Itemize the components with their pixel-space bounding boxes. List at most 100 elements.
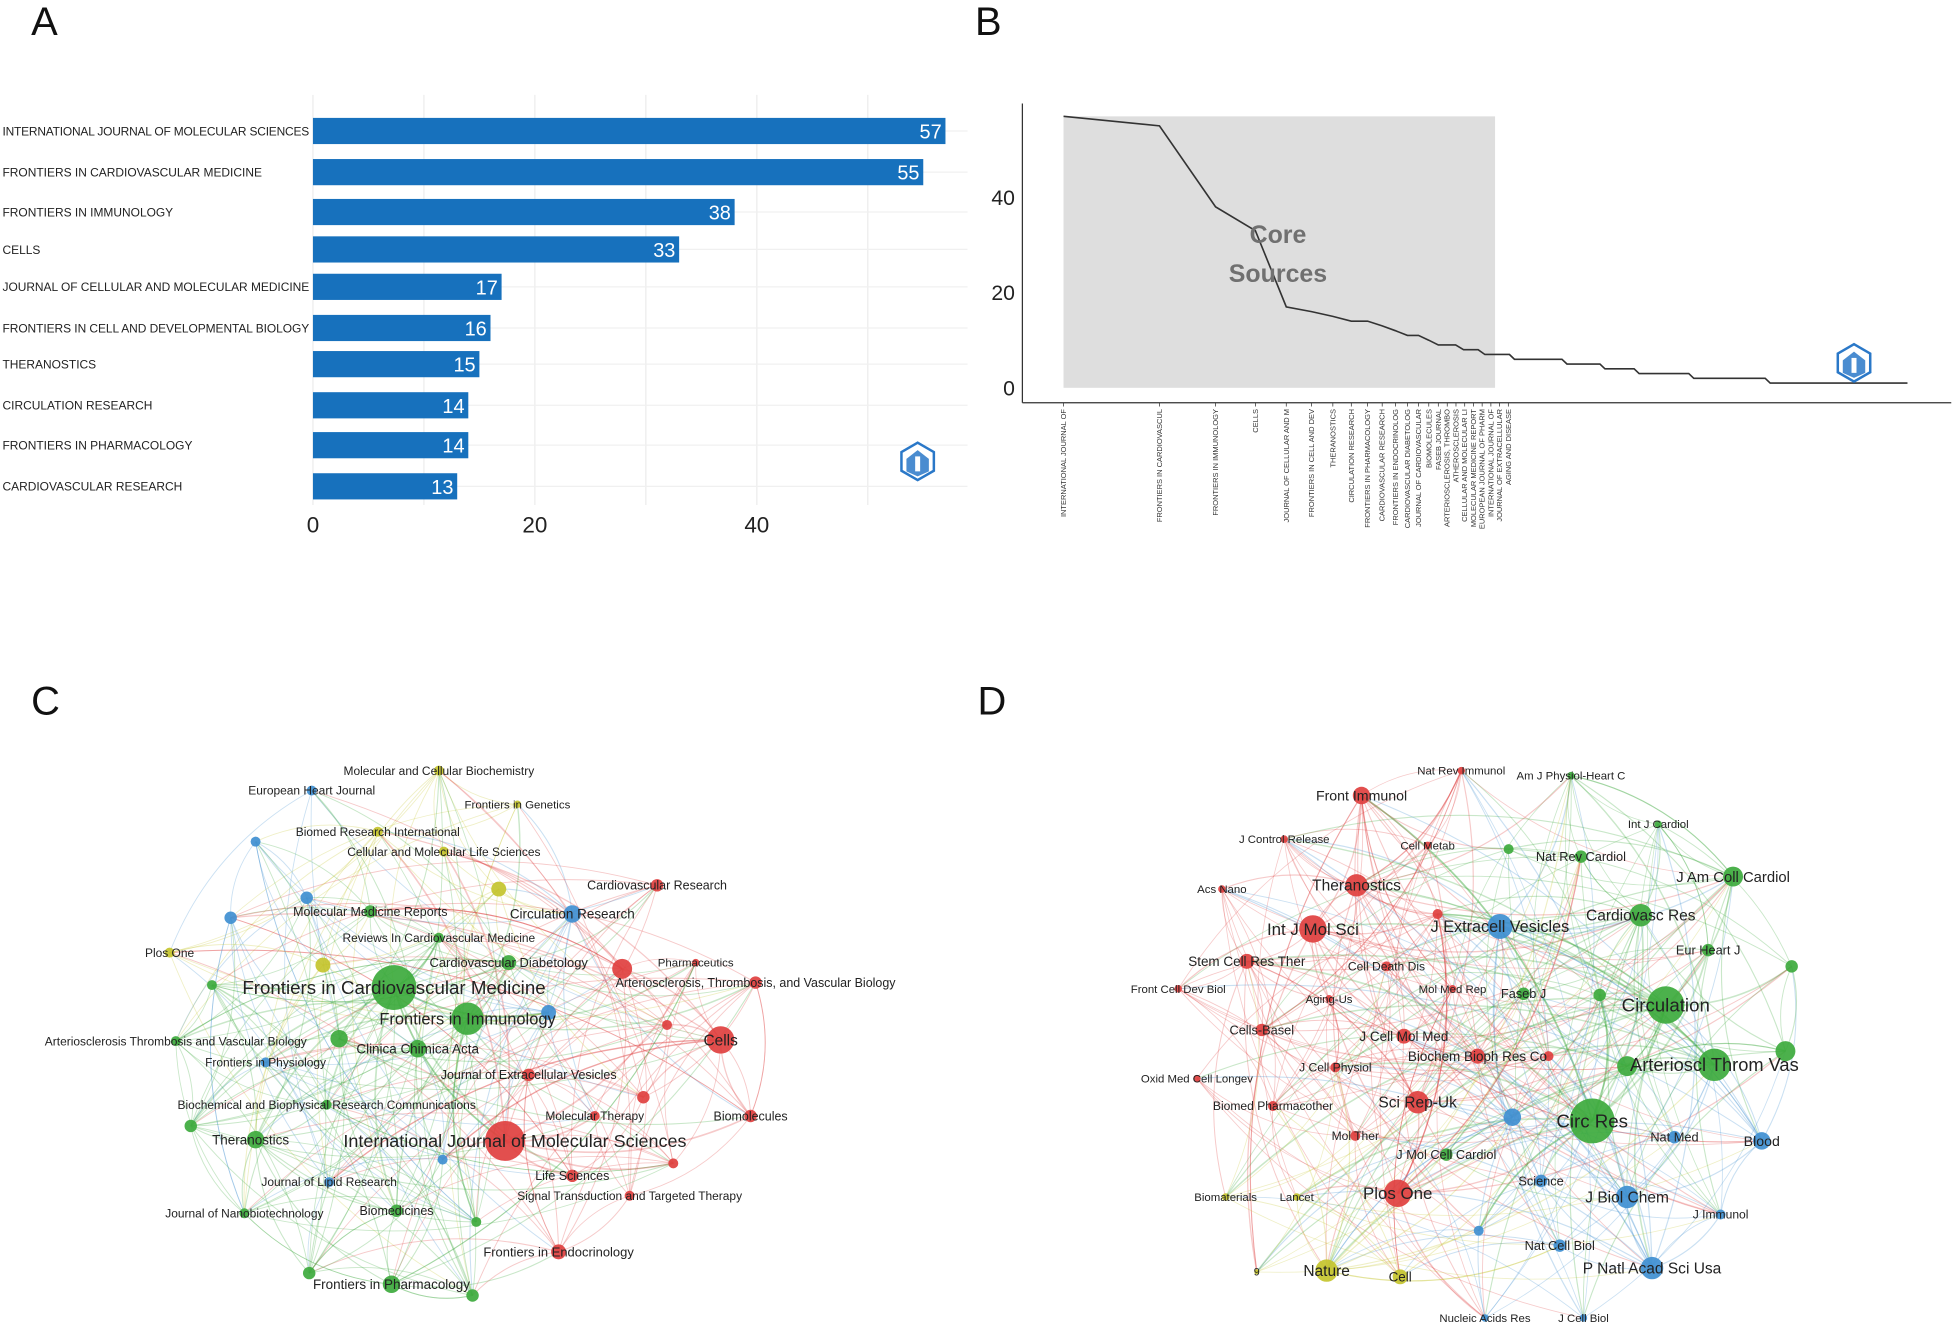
network-edge <box>643 982 756 1098</box>
network-edge <box>1446 1123 1675 1156</box>
network-edge <box>1326 1245 1561 1282</box>
network-node <box>1299 915 1327 943</box>
network-edge <box>322 770 440 966</box>
network-node <box>513 800 522 809</box>
network-edge <box>169 770 440 954</box>
network-edge <box>311 790 721 1041</box>
node-label: Nature <box>1303 1263 1350 1280</box>
network-edge <box>1437 913 1715 1066</box>
network-edge <box>1326 1101 1419 1271</box>
network-edge <box>175 1001 468 1042</box>
network-node <box>1440 1148 1453 1161</box>
network-node <box>1723 866 1744 887</box>
network-edge <box>1386 966 1675 1138</box>
network-edge <box>1437 913 1593 1122</box>
network-edge <box>190 1125 473 1296</box>
network-edge <box>1225 1004 1666 1198</box>
network-edge <box>1328 998 1340 1068</box>
network-edge <box>255 841 324 966</box>
node-label: Nucleic Acids Res <box>1439 1313 1530 1325</box>
network-edge <box>628 962 697 1196</box>
network-edge <box>311 790 510 963</box>
network-node <box>1668 1130 1681 1144</box>
network-edge <box>413 1048 473 1296</box>
network-edge <box>1540 1180 1653 1269</box>
network-edge <box>255 897 311 1140</box>
value-label: 14 <box>442 396 464 418</box>
network-edge <box>1261 845 1429 1031</box>
network-node <box>662 1019 673 1030</box>
node-label: Biomed Pharmacother <box>1213 1099 1333 1113</box>
network-edge <box>1393 988 1453 1277</box>
network-edge <box>309 1238 559 1274</box>
category-label: FRONTIERS IN IMMUNOLOGY <box>2 205 173 219</box>
network-edge <box>1499 876 1734 931</box>
node-label: Reviews In Cardiovascular Medicine <box>343 931 536 945</box>
network-edge <box>443 851 549 1013</box>
network-edge <box>1397 1120 1593 1194</box>
network-edge <box>1354 1135 1401 1278</box>
node-label: Aging-Us <box>1306 994 1353 1006</box>
node-label: Biochemical and Biophysical Research Com… <box>178 1098 476 1112</box>
network-edge <box>438 937 631 1196</box>
network-edge <box>175 1040 194 1127</box>
network-node <box>239 1208 250 1219</box>
network-node <box>1352 786 1371 805</box>
network-edge <box>390 770 440 988</box>
network-edge <box>1361 794 1594 1122</box>
network-edge <box>255 841 308 898</box>
network-edge <box>391 1159 444 1285</box>
network-edge <box>1361 795 1438 915</box>
network-edge <box>1637 824 1675 1138</box>
labels: Molecular and Cellular Biochemistry Europ… <box>45 764 896 1292</box>
source-label: CARDIOVASCULAR RESEARCH <box>1378 409 1387 521</box>
node-label: International Journal of Molecular Scien… <box>343 1131 686 1151</box>
network-edge <box>1499 926 1593 1122</box>
network-edge <box>1548 1055 1653 1269</box>
network-edge <box>377 803 518 835</box>
network-edge <box>328 982 756 1183</box>
source-label: FRONTIERS IN CARDIOVASCUL <box>1155 409 1164 522</box>
network-edge <box>306 897 418 1050</box>
network-edge <box>1196 1078 1356 1137</box>
node-label: J Mol Cell Cardiol <box>1396 1147 1496 1162</box>
node-label: Clinica Chimica Acta <box>356 1041 479 1056</box>
network-edge <box>1221 888 1709 970</box>
network-edge <box>1514 993 1561 1246</box>
bar <box>312 473 458 500</box>
network-edge <box>1499 775 1572 927</box>
network-edge <box>1225 961 1260 1198</box>
network-edge <box>1484 995 1601 1319</box>
source-label: INTERNATIONAL JOURNAL OF <box>1059 409 1068 517</box>
network-edge <box>230 917 397 1212</box>
network-edge <box>1397 913 1448 1194</box>
network-edge <box>1326 856 1582 1272</box>
network-edge <box>1508 848 1582 861</box>
network-edge <box>265 831 379 1063</box>
bar <box>312 236 680 263</box>
node-label: Eur Heart J <box>1676 943 1741 958</box>
network-edge <box>1221 888 1628 1198</box>
network-edge <box>1554 823 1659 1246</box>
network-node <box>330 1029 348 1048</box>
network-edge <box>255 1139 674 1191</box>
network-node <box>1292 1193 1301 1201</box>
network-edge <box>1244 961 1328 1271</box>
value-label: 38 <box>709 203 731 225</box>
network-edge <box>230 902 623 970</box>
network-edge <box>1427 770 1462 846</box>
network-edge <box>558 1195 630 1253</box>
network-node <box>170 1036 181 1047</box>
network-edge <box>1225 966 1387 1198</box>
network-edge <box>1397 1064 1715 1194</box>
network-node <box>589 1110 600 1121</box>
panel-label-c: C <box>31 679 60 723</box>
network-edge <box>190 913 573 1127</box>
category-label: FRONTIERS IN CARDIOVASCULAR MEDICINE <box>2 165 261 179</box>
network-edge <box>175 897 307 1042</box>
network-edge <box>594 1115 674 1164</box>
network-edge <box>1326 1229 1479 1271</box>
network-edge <box>1477 965 1792 1058</box>
network-node <box>1383 1179 1412 1207</box>
network-node <box>390 1204 403 1217</box>
